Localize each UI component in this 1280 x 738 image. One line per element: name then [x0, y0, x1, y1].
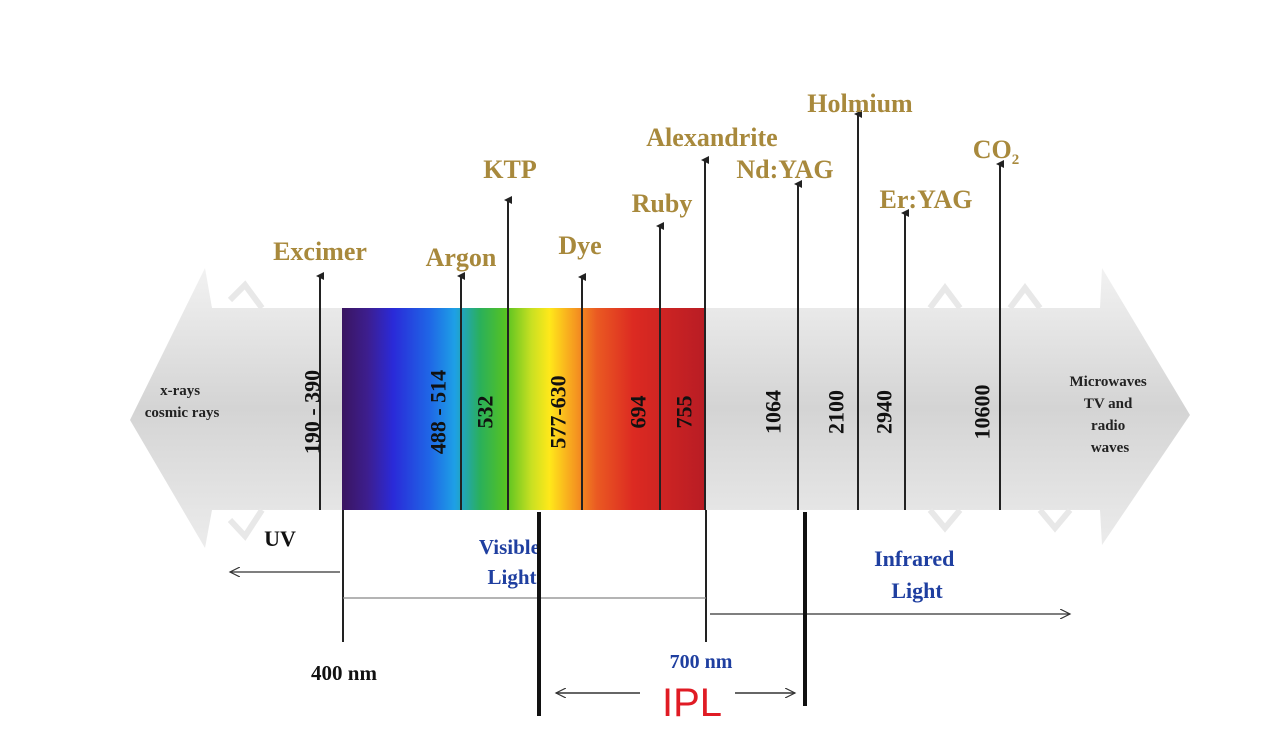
laser-label-excimer: Excimer	[273, 237, 367, 266]
wavelength-excimer: 190 - 390	[300, 370, 325, 454]
laser-label-argon: Argon	[426, 243, 497, 272]
wavelength-ktp: 532	[473, 396, 498, 429]
left-end-label: x-rays cosmic rays	[145, 383, 220, 421]
laser-label-ruby: Ruby	[632, 189, 693, 218]
wavelength-dye: 577-630	[546, 375, 571, 448]
region-indicators: UV Visible Light Infrared Light 400 nm 7…	[230, 510, 1070, 725]
co2-main: CO	[973, 135, 1012, 164]
wavelength-ruby: 694	[626, 396, 651, 429]
co2-subscript: 2	[1012, 152, 1020, 168]
uv-label: UV	[264, 526, 296, 551]
laser-markers: Excimer 190 - 390 Argon 488 - 514 KTP 53…	[273, 89, 1019, 510]
wavelength-argon: 488 - 514	[426, 370, 451, 454]
wavelength-eryag: 2940	[872, 390, 897, 434]
laser-label-co2: CO2	[973, 135, 1020, 168]
wavelength-alexandrite: 755	[672, 396, 697, 429]
visible-spectrum	[342, 308, 706, 510]
laser-label-ndyag: Nd:YAG	[736, 155, 833, 184]
wavelength-ndyag: 1064	[761, 390, 786, 434]
laser-label-ktp: KTP	[483, 155, 537, 184]
infrared-light-label: Infrared Light	[874, 546, 960, 603]
band-right-ridge	[927, 283, 1073, 533]
laser-label-alexandrite: Alexandrite	[646, 123, 777, 152]
band-left-ridge	[227, 280, 265, 541]
wavelength-holmium: 2100	[824, 390, 849, 434]
right-end-label: Microwaves TV and radio waves	[1070, 374, 1151, 456]
label-400nm: 400 nm	[311, 661, 377, 685]
laser-label-eryag: Er:YAG	[880, 185, 973, 214]
visible-light-label: Visible Light	[479, 535, 545, 589]
wavelength-co2: 10600	[970, 385, 995, 440]
laser-label-holmium: Holmium	[807, 89, 913, 118]
label-700nm: 700 nm	[670, 651, 733, 673]
laser-label-dye: Dye	[558, 231, 601, 260]
ipl-label: IPL	[662, 681, 722, 725]
